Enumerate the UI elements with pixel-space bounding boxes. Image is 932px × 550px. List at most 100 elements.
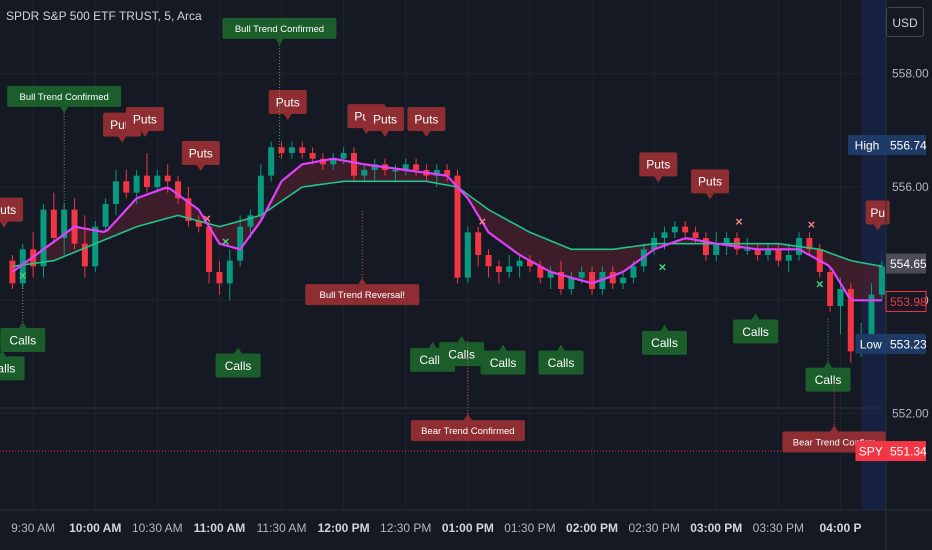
signal-label-box	[366, 107, 405, 131]
signal-label-box	[407, 107, 446, 131]
signal-label-pointer	[0, 350, 7, 357]
signal-label-text: Calls	[0, 362, 15, 376]
candle-body	[392, 170, 399, 172]
candle-body	[547, 272, 554, 278]
time-tick-label: 12:30 PM	[380, 521, 431, 535]
puts-signal-label: Pu	[865, 200, 890, 231]
signal-label-text: Calls	[742, 325, 769, 339]
price-label-value-box	[886, 253, 926, 274]
candle-body	[50, 209, 57, 238]
candle-body	[557, 272, 564, 289]
candle-body	[257, 175, 264, 216]
signal-label-box	[865, 200, 890, 225]
time-tick-label: 04:00 P	[819, 521, 861, 535]
candle-body	[278, 147, 285, 153]
signal-label-pointer	[830, 425, 839, 432]
signal-label-pointer	[428, 341, 437, 348]
signal-label-pointer	[358, 278, 367, 285]
candle-body	[516, 260, 523, 267]
puts-signal-label: Puts	[125, 107, 164, 137]
signal-label-box	[691, 169, 730, 194]
signal-label-text: Calls	[651, 336, 678, 350]
high-price-label: 556.74 High	[848, 135, 927, 156]
signal-label-pointer	[18, 322, 27, 328]
candle-body	[175, 181, 182, 199]
signal-label-box	[480, 350, 526, 375]
candle-body	[309, 153, 316, 159]
signal-label-pointer	[556, 344, 565, 351]
trend-banner-label: Bull Trend Confirmed	[222, 17, 337, 159]
signal-label-pointer	[275, 38, 284, 45]
price-label-value: 553.98	[890, 295, 927, 309]
signal-label-text: Bear Trend Confirmed	[421, 426, 514, 437]
calls-signal-label: Calls	[805, 317, 851, 392]
candle-body	[775, 249, 782, 261]
signals: Calls Calls Puts Puts Puts Puts Puts Puts Puts Pu…	[0, 17, 890, 453]
time-axis[interactable]: 9:30 AM 10:00 AM 10:30 AM 11:00 AM 11:30 AM 1…	[11, 521, 861, 535]
puts-signal-label: Puts	[407, 107, 446, 137]
signal-label-pointer	[234, 347, 243, 354]
candle-body	[609, 272, 616, 284]
signal-label-text: Calls	[9, 333, 36, 347]
time-tick-label: 03:00 PM	[690, 521, 742, 535]
signal-label-pointer	[499, 344, 508, 351]
candle-body	[226, 260, 233, 284]
calls-signal-label: Calls	[439, 336, 485, 367]
candle-body	[237, 226, 244, 261]
time-tick-label: 03:30 PM	[753, 521, 804, 535]
signal-label-pointer	[60, 106, 69, 113]
time-tick-label: 11:30 AM	[257, 521, 307, 535]
trend-banner-label: Bear Trend Confirmed	[410, 340, 525, 442]
candle-body	[713, 243, 720, 255]
calls-signal-label: Calls	[480, 344, 526, 375]
low-price-label: 553.23 Low	[855, 333, 927, 354]
price-label-value: 556.74	[890, 139, 927, 153]
signal-label-box	[642, 330, 687, 355]
candle-body	[154, 175, 161, 187]
signal-x-marker: ×	[816, 276, 824, 291]
price-label-caption-box	[855, 441, 886, 462]
signal-label-pointer	[0, 221, 9, 228]
candle-body	[102, 204, 109, 227]
signal-label-pointer	[422, 131, 431, 137]
puts-signal-label: Puts	[366, 107, 405, 137]
candle-body	[247, 215, 254, 227]
time-tick-label: 02:00 PM	[566, 521, 618, 535]
candle-body	[330, 158, 337, 165]
trend-banner-label: Bull Trend Reversal!	[305, 209, 420, 306]
time-tick-label: 01:00 PM	[442, 521, 494, 535]
chart-title: SPDR S&P 500 ETF TRUST, 5, Arca	[6, 9, 202, 23]
signal-label-text: Bull Trend Confirmed	[20, 92, 109, 103]
time-tick-label: 12:00 PM	[318, 521, 370, 535]
price-label-value: 554.65	[890, 257, 927, 271]
calls-signal-label: Calls	[0, 350, 25, 381]
candle-body	[195, 221, 202, 227]
signal-label-pointer	[824, 361, 833, 368]
price-label-caption-box	[848, 135, 886, 156]
currency-button[interactable]: USD	[886, 7, 924, 37]
candle-body	[630, 266, 637, 278]
price-tick-label: 558.00	[892, 67, 929, 81]
price-label-value: 551.34	[890, 445, 927, 459]
candle-body	[661, 232, 668, 238]
signal-label-pointer	[654, 176, 663, 183]
candle-body	[526, 260, 533, 267]
signal-x-marker: ×	[479, 214, 487, 229]
candle-body	[682, 226, 689, 233]
candle-body	[444, 170, 451, 176]
signal-label-text: Puts	[133, 112, 157, 126]
candle-body	[413, 164, 420, 170]
signal-label-text: Puts	[0, 203, 16, 217]
moving-averages	[11, 157, 883, 302]
candle-body	[123, 181, 130, 193]
signal-label-box	[222, 17, 337, 39]
candle-body	[340, 153, 347, 159]
signal-label-text: Calls	[225, 359, 252, 373]
price-label-value-box	[886, 441, 926, 462]
puts-signal-label: Puts	[691, 169, 730, 200]
price-label-value-box	[886, 135, 926, 156]
price-tick-label: 556.00	[892, 180, 929, 194]
